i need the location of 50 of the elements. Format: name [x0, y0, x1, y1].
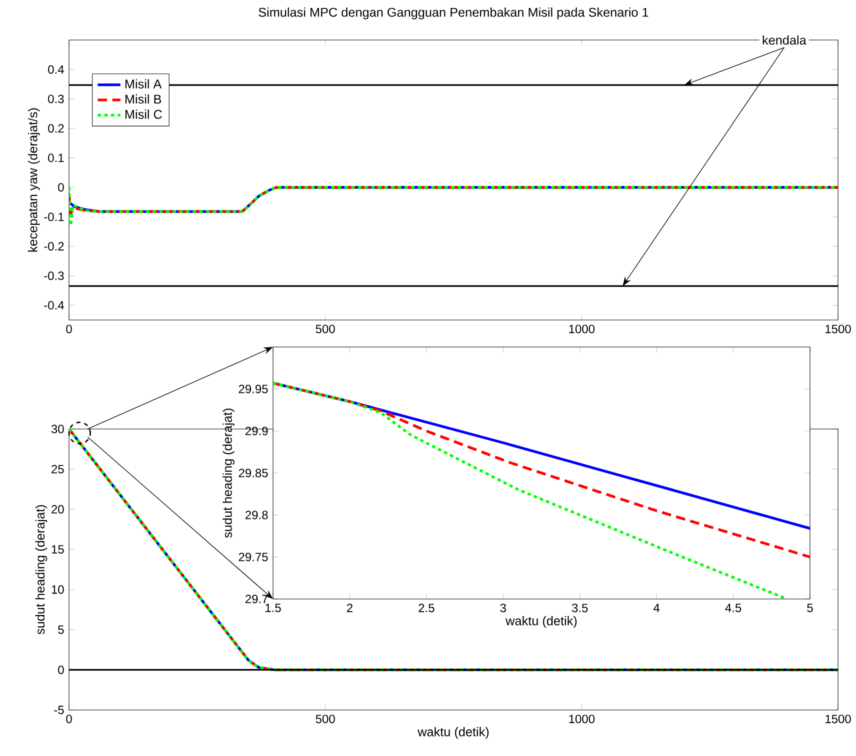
y-tick-label: -5 [54, 706, 64, 714]
line-series [273, 382, 810, 558]
y-tick-label: 25 [52, 464, 64, 474]
y-tick-label: 0.4 [48, 65, 64, 74]
y-axis-title: sudut heading (derajat) [222, 408, 234, 538]
y-tick-label: -0.1 [44, 212, 64, 222]
x-tick-label: 2 [346, 604, 352, 612]
y-tick-label: 29.8 [246, 510, 268, 520]
annotation: kendala [762, 35, 806, 45]
x-tick-label: 1500 [826, 324, 851, 334]
x-axis-title: waktu (detik) [418, 727, 489, 739]
legend-label: Misil C [125, 110, 162, 119]
y-tick-label: 29.85 [238, 468, 268, 478]
x-tick-label: 3 [500, 604, 506, 612]
y-tick-label: 20 [52, 505, 64, 514]
y-tick-label: 29.75 [238, 552, 268, 562]
x-axis-title: waktu (detik) [506, 616, 577, 628]
x-tick-label: 0 [66, 714, 72, 724]
x-tick-label: 3.5 [572, 604, 588, 612]
x-tick-label: 500 [316, 714, 335, 724]
x-tick-label: 500 [316, 324, 335, 334]
chart-title: Simulasi MPC dengan Gangguan Penembakan Misil pada Skenario 1 [258, 7, 648, 20]
legend-label: Misil A [125, 79, 162, 89]
x-tick-label: 4.5 [725, 604, 742, 612]
y-axis-title: sudut heading (derajat) [35, 505, 48, 634]
y-tick-label: -0.3 [44, 272, 64, 280]
y-tick-label: -0.4 [44, 300, 64, 310]
x-tick-label: 1.5 [266, 604, 281, 612]
x-tick-label: 2.5 [418, 604, 434, 612]
y-tick-label: 29.7 [246, 594, 268, 604]
y-tick-label: 29.9 [246, 426, 268, 436]
y-tick-label: 10 [52, 585, 64, 594]
y-tick-label: 15 [52, 545, 64, 554]
x-tick-label: 1500 [826, 714, 851, 724]
y-tick-label: 5 [58, 626, 64, 634]
x-tick-label: 5 [807, 604, 813, 612]
y-tick-label: 29.95 [238, 384, 268, 394]
y-tick-label: 0.3 [48, 94, 64, 104]
y-axis-title: kecepatan yaw (derajat/s) [28, 108, 40, 252]
legend-label: Misil B [125, 94, 162, 104]
x-tick-label: 1000 [569, 714, 595, 724]
y-tick-label: 0 [58, 183, 64, 192]
x-tick-label: 4 [654, 604, 660, 612]
y-tick-label: 0.2 [48, 124, 64, 133]
y-tick-label: -0.2 [44, 242, 64, 251]
y-tick-label: 30 [51, 424, 64, 434]
y-tick-label: 0.1 [48, 154, 64, 162]
x-tick-label: 1000 [569, 324, 595, 334]
x-tick-label: 0 [66, 324, 72, 334]
y-tick-label: 0 [58, 666, 64, 674]
